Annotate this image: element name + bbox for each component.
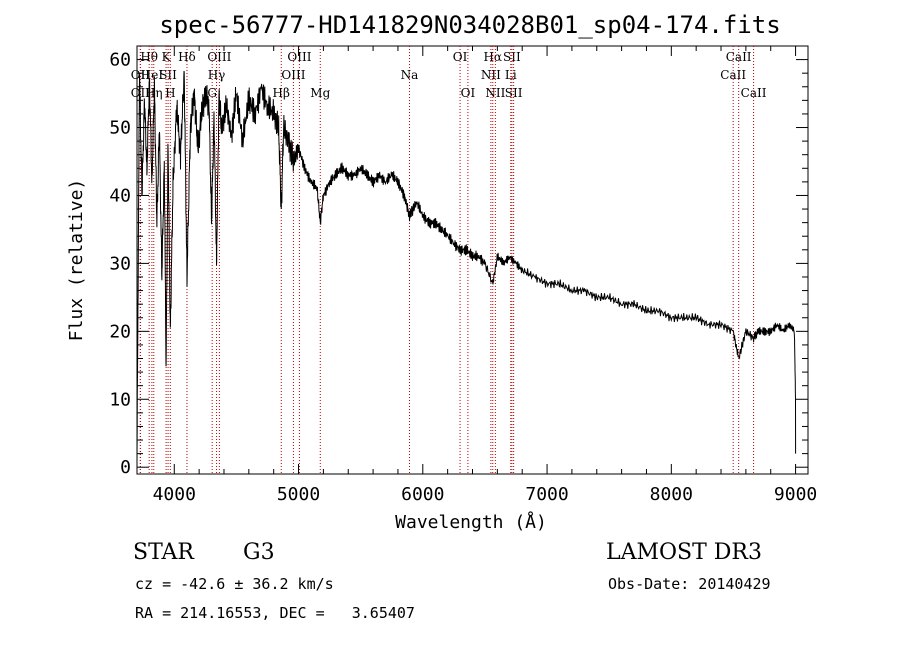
x-axis-label: Wavelength (Å) [395, 511, 547, 533]
spectral-line-label: Hδ [178, 50, 196, 64]
spectral-line-label: G [207, 86, 217, 100]
chart-title: spec-56777-HD141829N034028B01_sp04-174.f… [159, 11, 780, 39]
spectral-line-label: OIII [207, 50, 231, 64]
spectral-line-label: Mg [310, 86, 330, 100]
spectrum-line [136, 70, 797, 462]
spectral-line-label: OIII [287, 50, 311, 64]
spectral-line-label: OIII [281, 68, 305, 82]
spectral-line-label: Li [505, 68, 517, 82]
y-tick-label: 20 [109, 321, 131, 342]
observation-date: Obs-Date: 20140429 [608, 575, 771, 593]
spectral-line-label: Na [401, 68, 419, 82]
y-tick-label: 10 [109, 389, 131, 410]
y-tick-label: 0 [120, 457, 131, 478]
y-axis-label: Flux (relative) [66, 179, 87, 342]
spectrum-series [136, 70, 797, 462]
spectral-line-label: OII [131, 86, 151, 100]
object-subclass: G3 [243, 540, 275, 565]
spectral-line-label: K [162, 50, 172, 64]
object-type: STAR [133, 540, 194, 565]
x-tick-label: 8000 [650, 484, 693, 505]
spectral-line-label: NII [481, 68, 501, 82]
spectral-line-label: Hγ [208, 68, 226, 82]
spectral-line-label: Hα [483, 50, 502, 64]
y-tick-label: 50 [109, 118, 131, 139]
x-tick-label: 5000 [277, 484, 320, 505]
survey-name: LAMOST DR3 [606, 540, 762, 565]
y-tick-label: 60 [109, 50, 131, 71]
spectral-line-label: CaII [741, 86, 767, 100]
spectral-line-label: SII [159, 68, 177, 82]
spectral-line-label: NII [485, 86, 505, 100]
spectral-line-label: OI [453, 50, 468, 64]
x-tick-label: 4000 [153, 484, 196, 505]
axis-ticks: 4000 5000 6000 7000 8000 9000 0 10 20 30 40 50 60 [109, 46, 817, 505]
spectral-line-label: H [165, 86, 175, 100]
spectral-line-label: SII [505, 86, 523, 100]
y-tick-label: 30 [109, 253, 131, 274]
spectral-line-label: OII [131, 68, 151, 82]
spectral-line-label: CaII [720, 68, 746, 82]
spectral-line-label: Hθ [140, 50, 158, 64]
redshift-velocity: cz = -42.6 ± 36.2 km/s [135, 575, 334, 593]
spectral-line-label: CaII [726, 50, 752, 64]
x-tick-label: 9000 [774, 484, 817, 505]
spectral-line-label: SII [503, 50, 521, 64]
x-tick-label: 7000 [525, 484, 568, 505]
y-tick-label: 40 [109, 185, 131, 206]
spectral-line-label: Hβ [273, 86, 290, 100]
spectral-line-label: HeI [141, 68, 164, 82]
coordinates: RA = 214.16553, DEC = 3.65407 [135, 604, 415, 622]
spectral-line-label: OI [461, 86, 476, 100]
x-tick-label: 6000 [401, 484, 444, 505]
